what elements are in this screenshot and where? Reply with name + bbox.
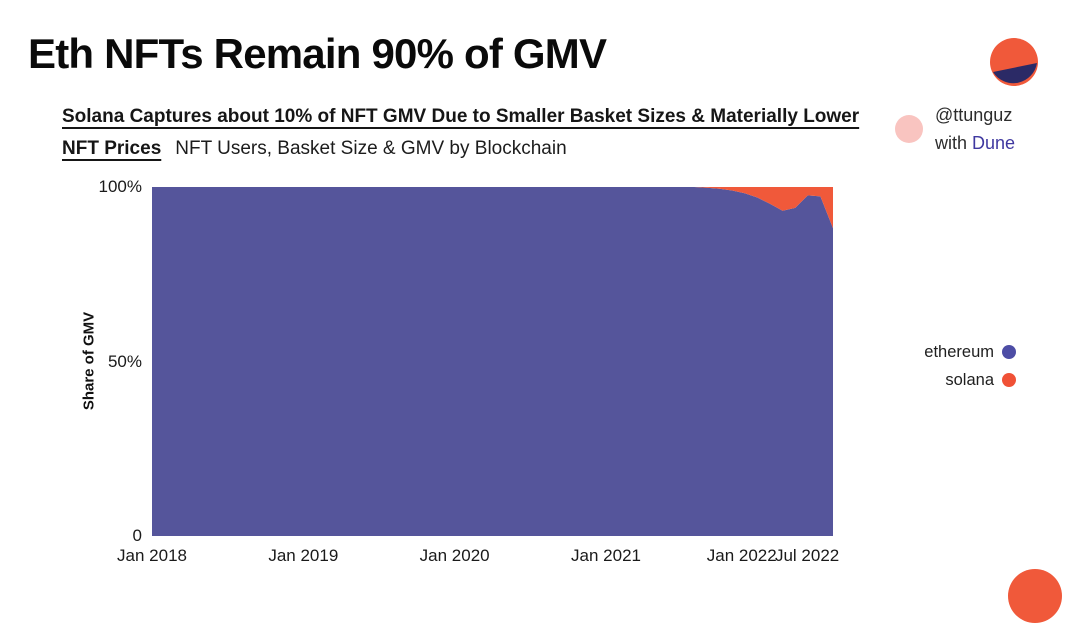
pink-dot-icon: [895, 115, 923, 143]
y-tick-label: 100%: [98, 177, 142, 196]
legend-item-solana: solana: [858, 366, 1016, 394]
chart-legend: ethereum solana: [858, 338, 1016, 394]
stacked-area-chart: [152, 187, 833, 536]
x-tick-label: Jan 2018: [117, 546, 187, 565]
with-prefix: with: [935, 133, 968, 153]
legend-item-ethereum: ethereum: [858, 338, 1016, 366]
y-axis-ticks: 100% 50% 0: [0, 177, 142, 545]
legend-dot-icon: [1002, 373, 1016, 387]
with-dune-credit: with Dune: [935, 133, 1015, 154]
author-handle: @ttunguz: [935, 105, 1013, 125]
page-title: Eth NFTs Remain 90% of GMV: [28, 30, 607, 77]
x-tick-label: Jan 2020: [419, 546, 490, 565]
x-tick-label: Jan 2022: [706, 546, 777, 565]
x-axis-ticks: Jan 2018 Jan 2019 Jan 2020 Jan 2021 Jan 2022…: [117, 545, 839, 569]
y-tick-label: 0: [132, 526, 142, 545]
x-tick-label: Jan 2019: [268, 546, 339, 565]
solana-area: [694, 187, 833, 229]
dune-brand: Dune: [972, 133, 1016, 153]
split-circle-logo-icon: [990, 38, 1038, 86]
x-tick-label: Jan 2021: [571, 546, 641, 565]
legend-label: ethereum: [924, 342, 994, 361]
subtitle-underlined-line1: Solana Captures about 10% of NFT GMV Due…: [62, 106, 860, 127]
subtitle-underlined-line2: NFT Prices: [62, 138, 162, 159]
legend-label: solana: [945, 370, 994, 389]
subtitle-plain: NFT Users, Basket Size & GMV by Blockcha…: [175, 138, 567, 159]
corner-circle-decoration: [1008, 569, 1062, 623]
subtitle: Solana Captures about 10% of NFT GMV Due…: [62, 101, 902, 165]
y-tick-label: 50%: [107, 351, 142, 371]
legend-dot-icon: [1002, 345, 1016, 359]
x-tick-label: Jul 2022: [774, 546, 840, 565]
ethereum-area: [152, 187, 833, 536]
